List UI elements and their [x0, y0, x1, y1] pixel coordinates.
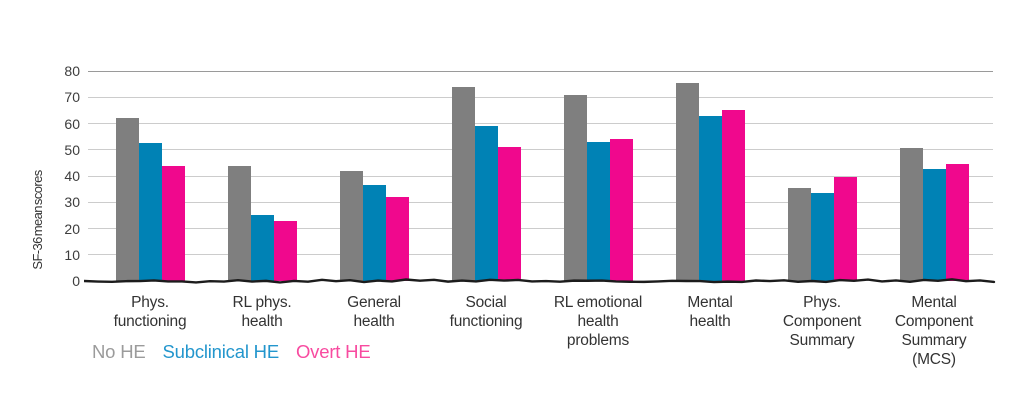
- bar-overt-he-phys-component-summary: [833, 177, 857, 281]
- bar-subclinical-he-mental-component-summary-mcs: [922, 169, 946, 281]
- bar-overt-he-phys-functioning: [161, 165, 185, 281]
- y-tick-label-70: 70: [64, 89, 80, 106]
- bar-overt-he-general-health: [385, 197, 409, 281]
- bar-subclinical-he-phys-component-summary: [810, 193, 834, 281]
- category-label-mental-health: Mental health: [687, 294, 733, 330]
- gridline-10: [88, 254, 993, 256]
- bar-overt-he-mental-health: [721, 110, 745, 281]
- bar-no-he-mental-component-summary-mcs: [899, 148, 923, 281]
- bar-subclinical-he-rl-phys-health: [250, 215, 274, 281]
- bar-subclinical-he-general-health: [362, 185, 386, 281]
- gridline-80: [88, 70, 993, 72]
- category-label-mental-component-summary-mcs: Mental Component Summary (MCS): [894, 294, 974, 368]
- category-label-social-functioning: Social functioning: [449, 294, 523, 330]
- y-tick-label-0: 0: [72, 273, 80, 289]
- bar-subclinical-he-rl-emotional-health-problems: [586, 141, 610, 281]
- bar-no-he-rl-phys-health: [227, 165, 251, 281]
- bar-no-he-mental-health: [675, 82, 699, 281]
- y-tick-label-10: 10: [64, 246, 80, 263]
- bar-no-he-phys-functioning: [115, 118, 139, 281]
- category-label-rl-emotional-health-problems: RL emotional health problems: [553, 294, 643, 349]
- bar-no-he-rl-emotional-health-problems: [563, 94, 587, 281]
- bar-subclinical-he-mental-health: [698, 115, 722, 281]
- bar-no-he-general-health: [339, 170, 363, 281]
- y-tick-label-40: 40: [64, 168, 80, 184]
- legend-item-overt-he: Overt HE: [295, 341, 371, 362]
- y-tick-label-20: 20: [64, 220, 80, 237]
- gridline-20: [88, 228, 993, 229]
- bar-overt-he-rl-phys-health: [273, 220, 297, 281]
- bar-no-he-social-functioning: [451, 86, 475, 281]
- bar-subclinical-he-social-functioning: [474, 126, 498, 281]
- bar-overt-he-rl-emotional-health-problems: [609, 139, 633, 281]
- y-tick-label-50: 50: [64, 141, 80, 158]
- y-tick-label-60: 60: [64, 115, 80, 132]
- gridline-30: [88, 201, 993, 203]
- gridline-70: [88, 96, 993, 98]
- category-label-phys-component-summary: Phys. Component Summary: [782, 294, 862, 349]
- y-tick-label-30: 30: [64, 194, 80, 211]
- legend-item-subclinical-he: Subclinical HE: [162, 341, 280, 362]
- legend-item-no-he: No HE: [92, 341, 146, 362]
- bar-overt-he-social-functioning: [497, 147, 521, 281]
- x-axis-baseline: [84, 278, 996, 284]
- gridline-40: [88, 175, 993, 177]
- bar-subclinical-he-phys-functioning: [138, 143, 162, 281]
- bar-overt-he-mental-component-summary-mcs: [945, 164, 969, 281]
- gridline-60: [88, 123, 993, 124]
- bar-no-he-phys-component-summary: [787, 187, 811, 281]
- gridline-50: [88, 149, 993, 151]
- category-label-rl-phys-health: RL phys. health: [232, 294, 292, 330]
- y-tick-label-80: 80: [64, 63, 80, 79]
- legend: No HE Subclinical HE Overt HE: [92, 341, 371, 363]
- category-label-general-health: General health: [347, 294, 401, 330]
- category-label-phys-functioning: Phys. functioning: [113, 294, 187, 330]
